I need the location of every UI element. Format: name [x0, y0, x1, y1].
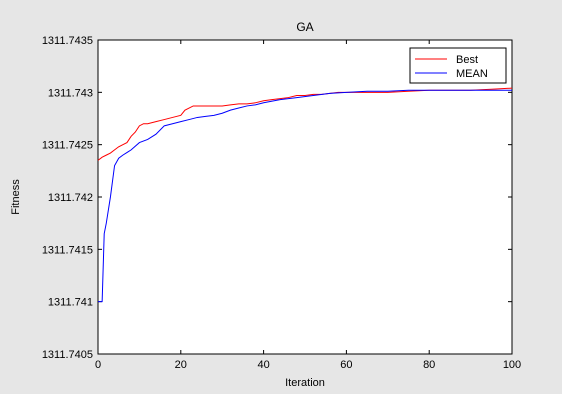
y-tick-label: 1311.7435	[42, 35, 93, 47]
y-tick-label: 1311.7425	[42, 140, 93, 152]
legend-box	[409, 47, 507, 84]
x-tick-label: 100	[503, 359, 521, 371]
series-line-mean	[98, 89, 512, 303]
y-tick-label: 1311.741	[48, 297, 93, 309]
axis-ticks: 0 20 40 60 80 100 1311.7405 1311.741 1311.7415 13…	[42, 35, 521, 371]
legend-label-mean: MEAN	[456, 68, 488, 80]
y-tick-label: 1311.7405	[42, 349, 93, 361]
x-tick-label: 20	[175, 359, 187, 371]
y-tick-label: 1311.743	[48, 87, 93, 99]
series-lines	[97, 87, 513, 303]
x-tick-label: 40	[257, 359, 269, 371]
x-tick-label: 0	[95, 359, 101, 371]
chart-title: GA	[296, 20, 313, 34]
legend: Best MEAN	[409, 47, 507, 84]
x-tick-label: 60	[340, 359, 352, 371]
x-axis-label: Iteration	[285, 377, 325, 389]
legend-label-best: Best	[456, 54, 478, 66]
y-tick-label: 1311.7415	[42, 244, 93, 256]
y-axis-label: Fitness	[10, 179, 22, 215]
y-tick-label: 1311.742	[48, 192, 93, 204]
plot-area	[97, 39, 513, 355]
x-tick-label: 80	[423, 359, 435, 371]
